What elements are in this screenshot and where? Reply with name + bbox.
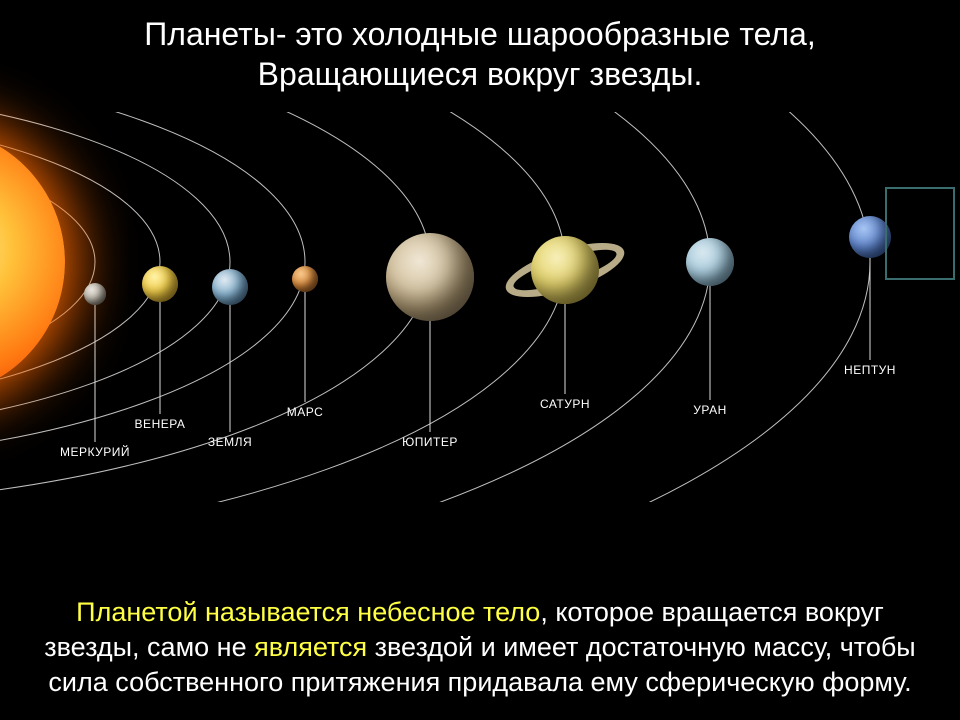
solar-system-diagram: МЕРКУРИЙ ВЕНЕРА ЗЕМЛЯ МАРС ЮПИТЕР САТУРН УРАН Н… [0, 112, 960, 502]
orbits-svg [0, 112, 960, 502]
planet-label: МАРС [287, 405, 324, 419]
definition-text: Планетой называется небесное тело, котор… [0, 595, 960, 700]
planet-label: ЮПИТЕР [402, 435, 458, 449]
definition-fragment: Планетой называется небесное тело [76, 597, 540, 627]
planet-label: ВЕНЕРА [135, 417, 186, 431]
orbit-ellipse [0, 112, 565, 502]
planet-label: САТУРН [540, 397, 590, 411]
title-line1: Планеты- это холодные шарообразные тела, [144, 16, 815, 52]
planet-меркурий [84, 283, 106, 305]
planet-label: ЗЕМЛЯ [208, 435, 252, 449]
slide-title: Планеты- это холодные шарообразные тела,… [0, 0, 960, 94]
planet-марс [292, 266, 318, 292]
definition-fragment: является [254, 632, 367, 662]
planet-уран [686, 238, 734, 286]
planet-венера [142, 266, 178, 302]
planet-label: МЕРКУРИЙ [60, 445, 130, 459]
planet-label: НЕПТУН [844, 363, 896, 377]
planet-сатурн [531, 236, 599, 304]
planet-земля [212, 269, 248, 305]
orbit-ellipse [0, 112, 710, 502]
planet-label: УРАН [693, 403, 727, 417]
planet-юпитер [386, 233, 474, 321]
empty-placeholder-box [885, 187, 955, 280]
title-line2: Вращающиеся вокруг звезды. [258, 56, 703, 92]
